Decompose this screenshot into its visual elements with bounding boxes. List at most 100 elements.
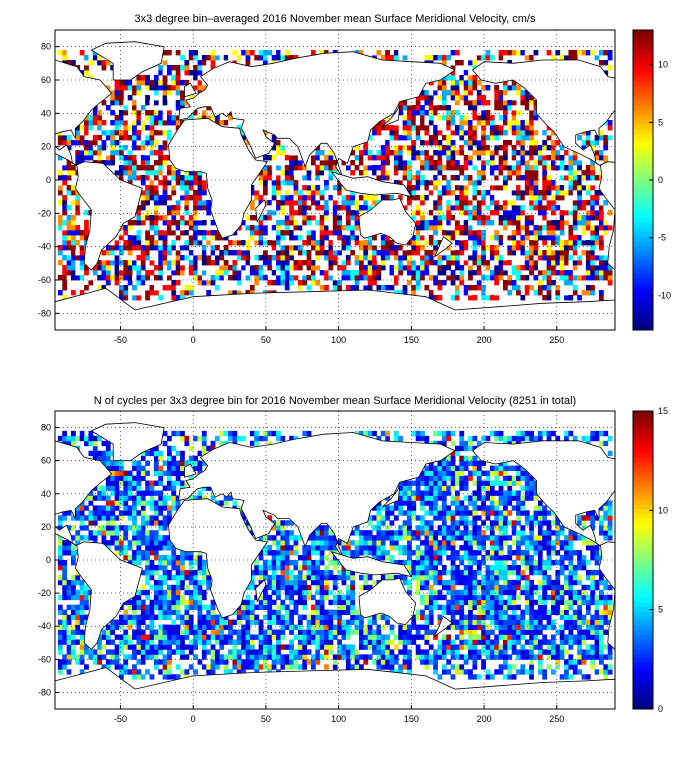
bin-cell	[555, 165, 561, 171]
bin-cell	[533, 230, 539, 236]
bin-cell	[84, 70, 89, 76]
bin-cell	[306, 250, 312, 256]
bin-cell	[289, 255, 294, 261]
bin-cell	[149, 520, 155, 526]
bin-cell	[188, 175, 194, 181]
bin-cell	[319, 555, 325, 561]
bin-cell	[559, 155, 565, 161]
bin-cell	[476, 110, 482, 116]
bin-cell	[446, 160, 452, 166]
bin-cell	[62, 589, 68, 596]
bin-cell	[57, 185, 63, 191]
bin-cell	[324, 530, 329, 536]
bin-cell	[97, 110, 102, 116]
bin-cell	[420, 265, 425, 271]
bin-cell	[450, 155, 456, 161]
bin-cell	[503, 175, 508, 181]
bin-cell	[289, 639, 294, 645]
bin-cell	[324, 564, 329, 571]
bin-cell	[341, 235, 347, 241]
bin-cell	[66, 644, 72, 650]
bin-cell	[354, 285, 360, 291]
bin-cell	[503, 205, 508, 211]
bin-cell	[498, 150, 504, 156]
bin-cell	[167, 195, 172, 201]
bin-cell	[428, 180, 434, 186]
bin-cell	[88, 654, 94, 660]
bin-cell	[57, 170, 63, 176]
bin-cell	[193, 85, 198, 91]
bin-cell	[267, 609, 273, 616]
bin-cell	[441, 165, 447, 171]
bin-cell	[184, 555, 190, 561]
bin-cell	[245, 250, 251, 256]
bin-cell	[158, 215, 164, 221]
bin-cell	[132, 674, 137, 680]
bin-cell	[180, 290, 185, 296]
bin-cell	[119, 100, 124, 106]
bin-cell	[119, 80, 124, 86]
bin-cell	[485, 50, 491, 56]
bin-cell	[153, 654, 159, 660]
bin-cell	[223, 669, 229, 675]
bin-cell	[581, 185, 587, 191]
bin-cell	[79, 125, 85, 131]
bin-cell	[188, 215, 194, 221]
bin-cell	[162, 245, 168, 251]
bin-cell	[407, 115, 412, 121]
bin-cell	[136, 634, 142, 640]
bin-cell	[136, 599, 142, 606]
bin-cell	[280, 245, 286, 251]
bin-cell	[498, 50, 504, 56]
bin-cell	[289, 589, 294, 596]
bin-cell	[71, 185, 76, 191]
bin-cell	[241, 220, 246, 226]
bin-cell	[420, 120, 425, 126]
bin-cell	[75, 270, 81, 276]
bin-cell	[503, 210, 508, 216]
bin-cell	[345, 604, 351, 611]
bin-cell	[149, 584, 155, 591]
bin-cell	[153, 445, 159, 452]
bin-cell	[481, 285, 486, 291]
bin-cell	[57, 560, 63, 566]
bin-cell	[114, 120, 120, 126]
bin-cell	[411, 165, 417, 171]
bin-cell	[263, 225, 268, 231]
bin-cell	[180, 649, 185, 655]
bin-cell	[193, 215, 198, 221]
bin-cell	[97, 145, 102, 151]
bin-cell	[529, 155, 534, 161]
bin-cell	[520, 100, 526, 106]
bin-cell	[140, 550, 146, 556]
bin-cell	[289, 574, 294, 581]
bin-cell	[516, 230, 521, 236]
bin-cell	[345, 644, 351, 650]
bin-cell	[311, 175, 316, 181]
bin-cell	[489, 195, 495, 201]
bin-cell	[437, 90, 443, 96]
bin-cell	[455, 110, 460, 116]
bin-cell	[489, 245, 495, 251]
bin-cell	[167, 465, 172, 471]
bin-cell	[180, 430, 185, 437]
bin-cell	[97, 135, 102, 141]
bin-cell	[136, 280, 142, 286]
bin-cell	[153, 465, 159, 471]
bin-cell	[585, 165, 591, 171]
bin-cell	[245, 644, 251, 650]
bin-cell	[167, 135, 172, 141]
bin-cell	[232, 265, 238, 271]
bin-cell	[167, 270, 172, 276]
bin-cell	[162, 220, 168, 226]
bin-cell	[145, 160, 150, 166]
bin-cell	[498, 95, 504, 101]
bin-cell	[184, 205, 190, 211]
bin-cell	[263, 664, 268, 670]
bin-cell	[215, 285, 220, 291]
bin-cell	[350, 270, 356, 276]
bin-cell	[158, 560, 164, 566]
bin-cell	[311, 150, 316, 156]
bin-cell	[354, 215, 360, 221]
bin-cell	[71, 649, 76, 655]
